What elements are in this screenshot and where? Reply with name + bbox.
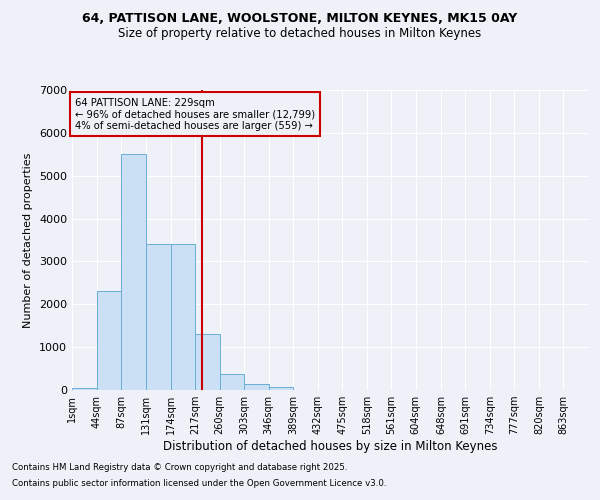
Bar — [170, 244, 195, 390]
Text: Contains HM Land Registry data © Crown copyright and database right 2025.: Contains HM Land Registry data © Crown c… — [12, 464, 347, 472]
Y-axis label: Number of detached properties: Number of detached properties — [23, 152, 34, 328]
Text: 64, PATTISON LANE, WOOLSTONE, MILTON KEYNES, MK15 0AY: 64, PATTISON LANE, WOOLSTONE, MILTON KEY… — [82, 12, 518, 26]
Bar — [244, 384, 269, 390]
Bar — [97, 292, 121, 390]
Bar — [146, 244, 170, 390]
Bar — [220, 374, 244, 390]
X-axis label: Distribution of detached houses by size in Milton Keynes: Distribution of detached houses by size … — [163, 440, 497, 453]
Text: Size of property relative to detached houses in Milton Keynes: Size of property relative to detached ho… — [118, 28, 482, 40]
Bar — [121, 154, 146, 390]
Bar — [72, 388, 97, 390]
Text: 64 PATTISON LANE: 229sqm
← 96% of detached houses are smaller (12,799)
4% of sem: 64 PATTISON LANE: 229sqm ← 96% of detach… — [74, 98, 315, 130]
Bar — [269, 388, 293, 390]
Text: Contains public sector information licensed under the Open Government Licence v3: Contains public sector information licen… — [12, 478, 386, 488]
Bar — [195, 334, 220, 390]
